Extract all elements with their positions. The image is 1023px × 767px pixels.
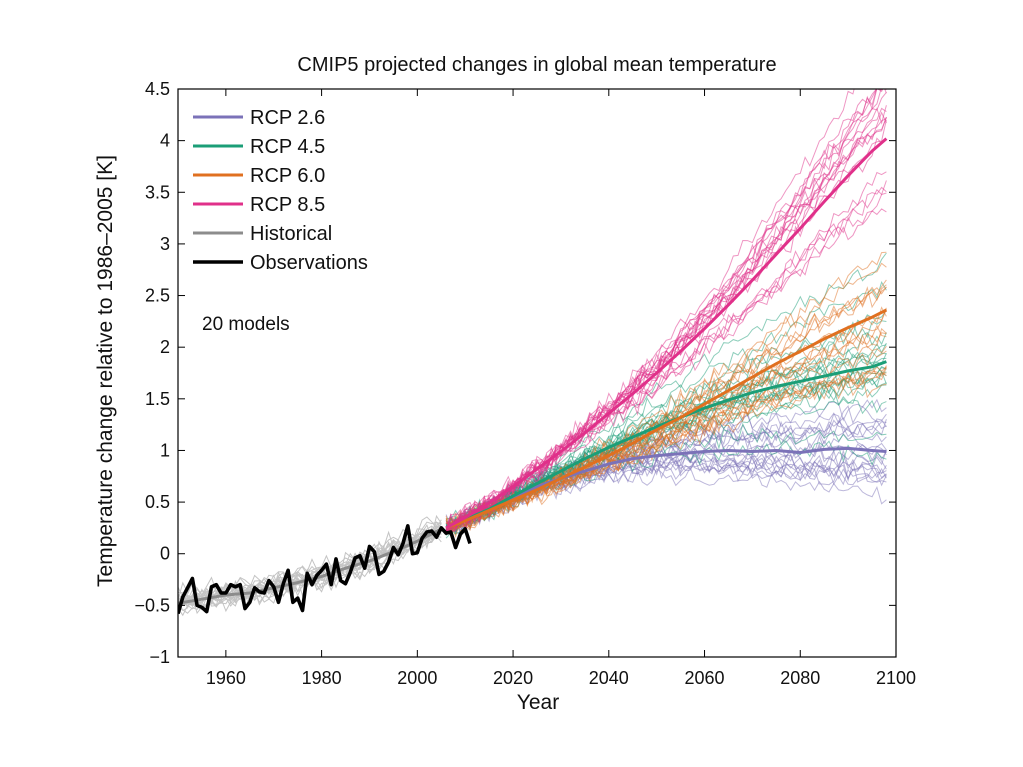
- y-tick-label: 1: [160, 440, 170, 460]
- x-tick-label: 1980: [302, 668, 342, 688]
- y-tick-label: 0.5: [145, 492, 170, 512]
- legend-item-historical: Historical: [193, 223, 332, 245]
- legend: RCP 2.6 RCP 4.5 RCP 6.0 RCP 8.5 Historical Ob…: [193, 107, 368, 274]
- legend-label: RCP 4.5: [250, 136, 325, 158]
- series-line-rcp60: [445, 308, 888, 530]
- rcp85-model-run: [445, 137, 887, 535]
- y-tick-label: 0: [160, 544, 170, 564]
- legend-label: RCP 8.5: [250, 194, 325, 216]
- y-tick-label: −0.5: [134, 595, 170, 615]
- legend-label: Observations: [250, 252, 368, 274]
- legend-label: RCP 2.6: [250, 107, 325, 129]
- y-tick-label: 4.5: [145, 79, 170, 99]
- legend-item-rcp60: RCP 6.0: [193, 165, 325, 187]
- historical-model-run: [178, 521, 442, 601]
- x-tick-label: 2060: [685, 668, 725, 688]
- rcp60-model-run: [445, 367, 887, 532]
- y-tick-label: 4: [160, 131, 170, 151]
- y-tick-label: 1.5: [145, 389, 170, 409]
- rcp60-model-run: [445, 350, 887, 530]
- rcp85-model-run: [445, 89, 855, 526]
- y-tick-label: 3.5: [145, 182, 170, 202]
- legend-label: Historical: [250, 223, 332, 245]
- x-tick-label: 1960: [206, 668, 246, 688]
- x-tick-label: 2040: [589, 668, 629, 688]
- y-tick-label: 3: [160, 234, 170, 254]
- x-tick-label: 2100: [876, 668, 916, 688]
- axis-ticks: 1960 1980 2000 2020 2040 2060 2080 2100 −1 −0.5 0 0…: [134, 79, 916, 688]
- x-tick-label: 2000: [397, 668, 437, 688]
- legend-label: RCP 6.0: [250, 165, 325, 187]
- y-tick-label: 2: [160, 337, 170, 357]
- legend-item-rcp85: RCP 8.5: [193, 194, 325, 216]
- rcp26-model-run: [445, 425, 887, 535]
- y-tick-label: 2.5: [145, 286, 170, 306]
- rcp85-model-run: [446, 105, 887, 530]
- legend-item-observations: Observations: [193, 252, 368, 274]
- models-count-annotation: 20 models: [202, 314, 290, 335]
- plot-frame: [177, 88, 897, 658]
- x-axis-label: Year: [517, 691, 559, 714]
- x-tick-label: 2020: [493, 668, 533, 688]
- chart-title: CMIP5 projected changes in global mean t…: [297, 54, 776, 76]
- rcp45-model-run: [445, 252, 887, 532]
- series-line-observations: [178, 523, 472, 615]
- legend-item-rcp26: RCP 2.6: [193, 107, 325, 129]
- series-line-rcp85: [445, 137, 888, 530]
- rcp85-model-run: [445, 89, 883, 533]
- y-tick-label: −1: [149, 647, 170, 667]
- legend-item-rcp45: RCP 4.5: [193, 136, 325, 158]
- x-tick-label: 2080: [780, 668, 820, 688]
- y-axis-label: Temperature change relative to 1986–2005…: [94, 155, 117, 587]
- series-lines: [178, 137, 888, 615]
